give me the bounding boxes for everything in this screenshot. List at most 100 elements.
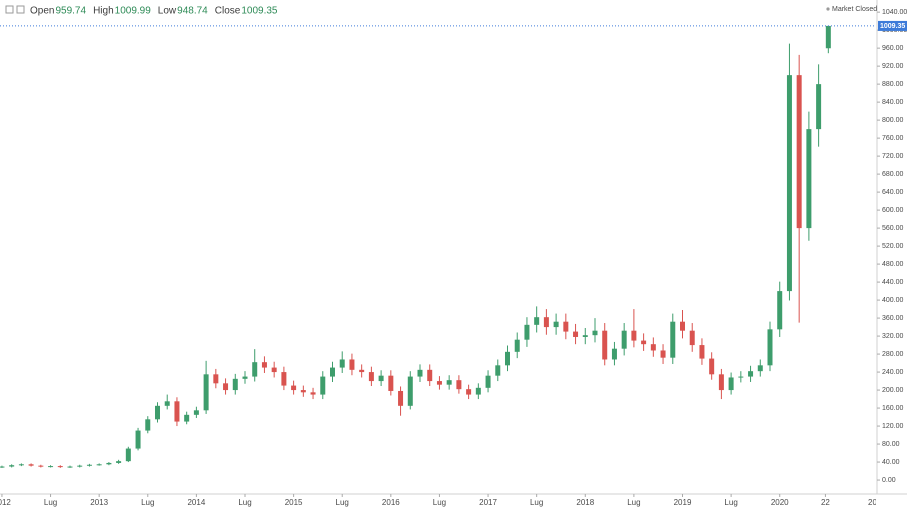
candle-body — [786, 75, 792, 292]
ohlc-header: Open 959.74 High 1009.99 Low 948.74 Close 1009.… — [30, 6, 278, 17]
candle-body — [339, 359, 345, 368]
y-tick-label: 440.00 — [882, 279, 904, 286]
candle-body — [320, 376, 326, 395]
candle-body — [495, 365, 501, 376]
candle-body — [505, 351, 510, 366]
y-tick-label: 400.00 — [882, 297, 904, 304]
x-tick-label: 2012 — [0, 498, 11, 507]
candle-body — [582, 335, 588, 337]
candle-body — [534, 317, 540, 325]
candle-body — [680, 321, 685, 331]
candle-body — [699, 345, 705, 359]
candle-body — [592, 330, 598, 336]
candle-body — [466, 389, 472, 395]
candle-body — [563, 321, 569, 332]
y-tick-label: 920.00 — [882, 63, 904, 70]
candle-body — [86, 464, 92, 466]
candle-body — [271, 367, 277, 373]
y-tick-label: 480.00 — [882, 261, 904, 268]
candle-body — [203, 374, 209, 411]
x-tick-label: 2018 — [576, 498, 594, 507]
icon[interactable] — [5, 5, 14, 14]
candle-body — [232, 378, 238, 391]
candle-body — [281, 372, 287, 386]
y-tick-label: 800.00 — [882, 117, 904, 124]
y-tick-label: 160.00 — [882, 405, 904, 412]
candle-body — [184, 414, 190, 422]
last-price-label: 1009.35 — [880, 23, 905, 30]
x-tick-label: 2016 — [382, 498, 400, 507]
x-tick-label: 22 — [821, 498, 830, 507]
y-tick-label: 200.00 — [882, 387, 904, 394]
x-tick-label: Lug — [530, 498, 543, 507]
y-tick-label: 840.00 — [882, 99, 904, 106]
last-price-box — [878, 20, 907, 31]
x-tick-label: 2014 — [187, 498, 205, 507]
x-axis: 2012 Lug 2013 Lug 2014 Lug 2015 Lug 2016 Lug 2017 L… — [0, 494, 886, 507]
candle-body — [398, 390, 404, 406]
icon[interactable] — [16, 5, 25, 14]
x-tick-label: Lug — [336, 498, 349, 507]
candle-body — [417, 369, 423, 377]
candle-body — [106, 462, 112, 465]
candle-body — [738, 376, 744, 378]
ohlc-value: 1009.35 — [241, 6, 278, 17]
y-tick-label: 880.00 — [882, 81, 904, 88]
candle-body — [252, 362, 258, 377]
y-tick-label: 600.00 — [882, 207, 904, 214]
candle-body — [125, 448, 131, 462]
toolbar-icons[interactable] — [5, 5, 25, 14]
y-tick-label: 640.00 — [882, 189, 904, 196]
y-tick-label: 360.00 — [882, 315, 904, 322]
candle-body — [806, 129, 812, 229]
candle-body — [9, 465, 15, 467]
y-tick-label: 80.00 — [882, 441, 900, 448]
candle-body — [485, 375, 491, 388]
candle-body — [757, 365, 763, 372]
candle-body — [261, 362, 267, 368]
y-tick-label: 120.00 — [882, 423, 904, 430]
y-tick-label: 240.00 — [882, 369, 904, 376]
plot-area — [0, 25, 876, 468]
candle-body — [748, 371, 754, 377]
y-tick-label: 0.00 — [882, 477, 896, 484]
x-tick-label: Lug — [238, 498, 251, 507]
candle-body — [291, 385, 297, 391]
market-status: Market Closed — [832, 6, 877, 13]
status-dot — [826, 7, 830, 11]
candle-body — [543, 317, 549, 328]
ohlc-value: 1009.99 — [115, 6, 152, 17]
x-tick-label: 2017 — [479, 498, 497, 507]
candle-body — [631, 330, 637, 341]
x-tick-label: 2020 — [771, 498, 789, 507]
candle-body — [28, 464, 34, 466]
candle-body — [388, 375, 394, 391]
candle-body — [77, 465, 83, 467]
x-tick-label: Lug — [724, 498, 737, 507]
ohlc-value: 948.74 — [177, 6, 208, 17]
candle-body — [767, 329, 773, 366]
candle-body — [18, 464, 24, 466]
candle-body — [611, 348, 617, 360]
candle-body — [155, 405, 160, 420]
candle-body — [378, 375, 384, 382]
candle-body — [641, 340, 647, 345]
y-tick-label: 1040.00 — [882, 9, 907, 16]
candle-body — [164, 401, 170, 406]
candle-body — [368, 372, 374, 382]
candle-body — [48, 466, 54, 468]
candle-body — [67, 466, 73, 468]
x-tick-label: 2021 — [868, 498, 886, 507]
ohlc-label: High — [93, 6, 114, 17]
x-tick-label: 2013 — [90, 498, 108, 507]
candle-body — [524, 324, 530, 340]
candle-body — [38, 465, 44, 467]
x-tick-label: Lug — [627, 498, 640, 507]
candle-body — [709, 358, 715, 375]
candle-body — [213, 374, 219, 384]
y-tick-label: 720.00 — [882, 153, 904, 160]
x-tick-label: 2015 — [285, 498, 303, 507]
